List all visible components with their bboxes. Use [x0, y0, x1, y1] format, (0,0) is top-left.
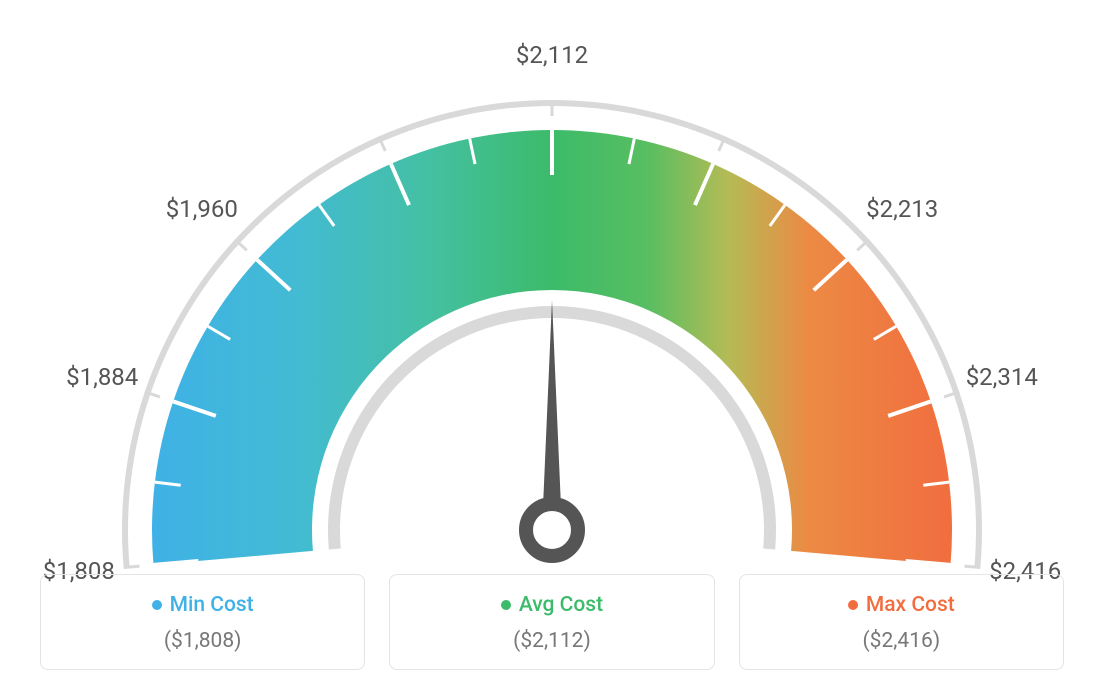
min-cost-box: Min Cost ($1,808): [40, 574, 365, 670]
min-cost-dot: [152, 600, 162, 610]
avg-cost-label: Avg Cost: [519, 593, 603, 617]
gauge-tick-label: $2,314: [966, 363, 1038, 391]
gauge-tick-label: $1,960: [166, 195, 238, 223]
max-cost-box: Max Cost ($2,416): [739, 574, 1064, 670]
min-cost-label: Min Cost: [170, 593, 254, 617]
max-cost-dot: [848, 600, 858, 610]
gauge-tick-label: $1,884: [66, 363, 138, 391]
gauge-tick-label: $2,112: [516, 41, 588, 69]
avg-cost-value: ($2,112): [402, 629, 701, 653]
max-cost-label: Max Cost: [866, 593, 955, 617]
gauge-svg: [52, 30, 1052, 590]
max-cost-value: ($2,416): [752, 629, 1051, 653]
avg-cost-dot: [501, 600, 511, 610]
gauge-chart: $1,808$1,884$1,960$2,112$2,213$2,314$2,4…: [0, 0, 1104, 560]
min-cost-value: ($1,808): [53, 629, 352, 653]
gauge-tick-label: $2,213: [866, 195, 938, 223]
avg-cost-box: Avg Cost ($2,112): [389, 574, 714, 670]
cost-legend-row: Min Cost ($1,808) Avg Cost ($2,112) Max …: [40, 574, 1064, 670]
